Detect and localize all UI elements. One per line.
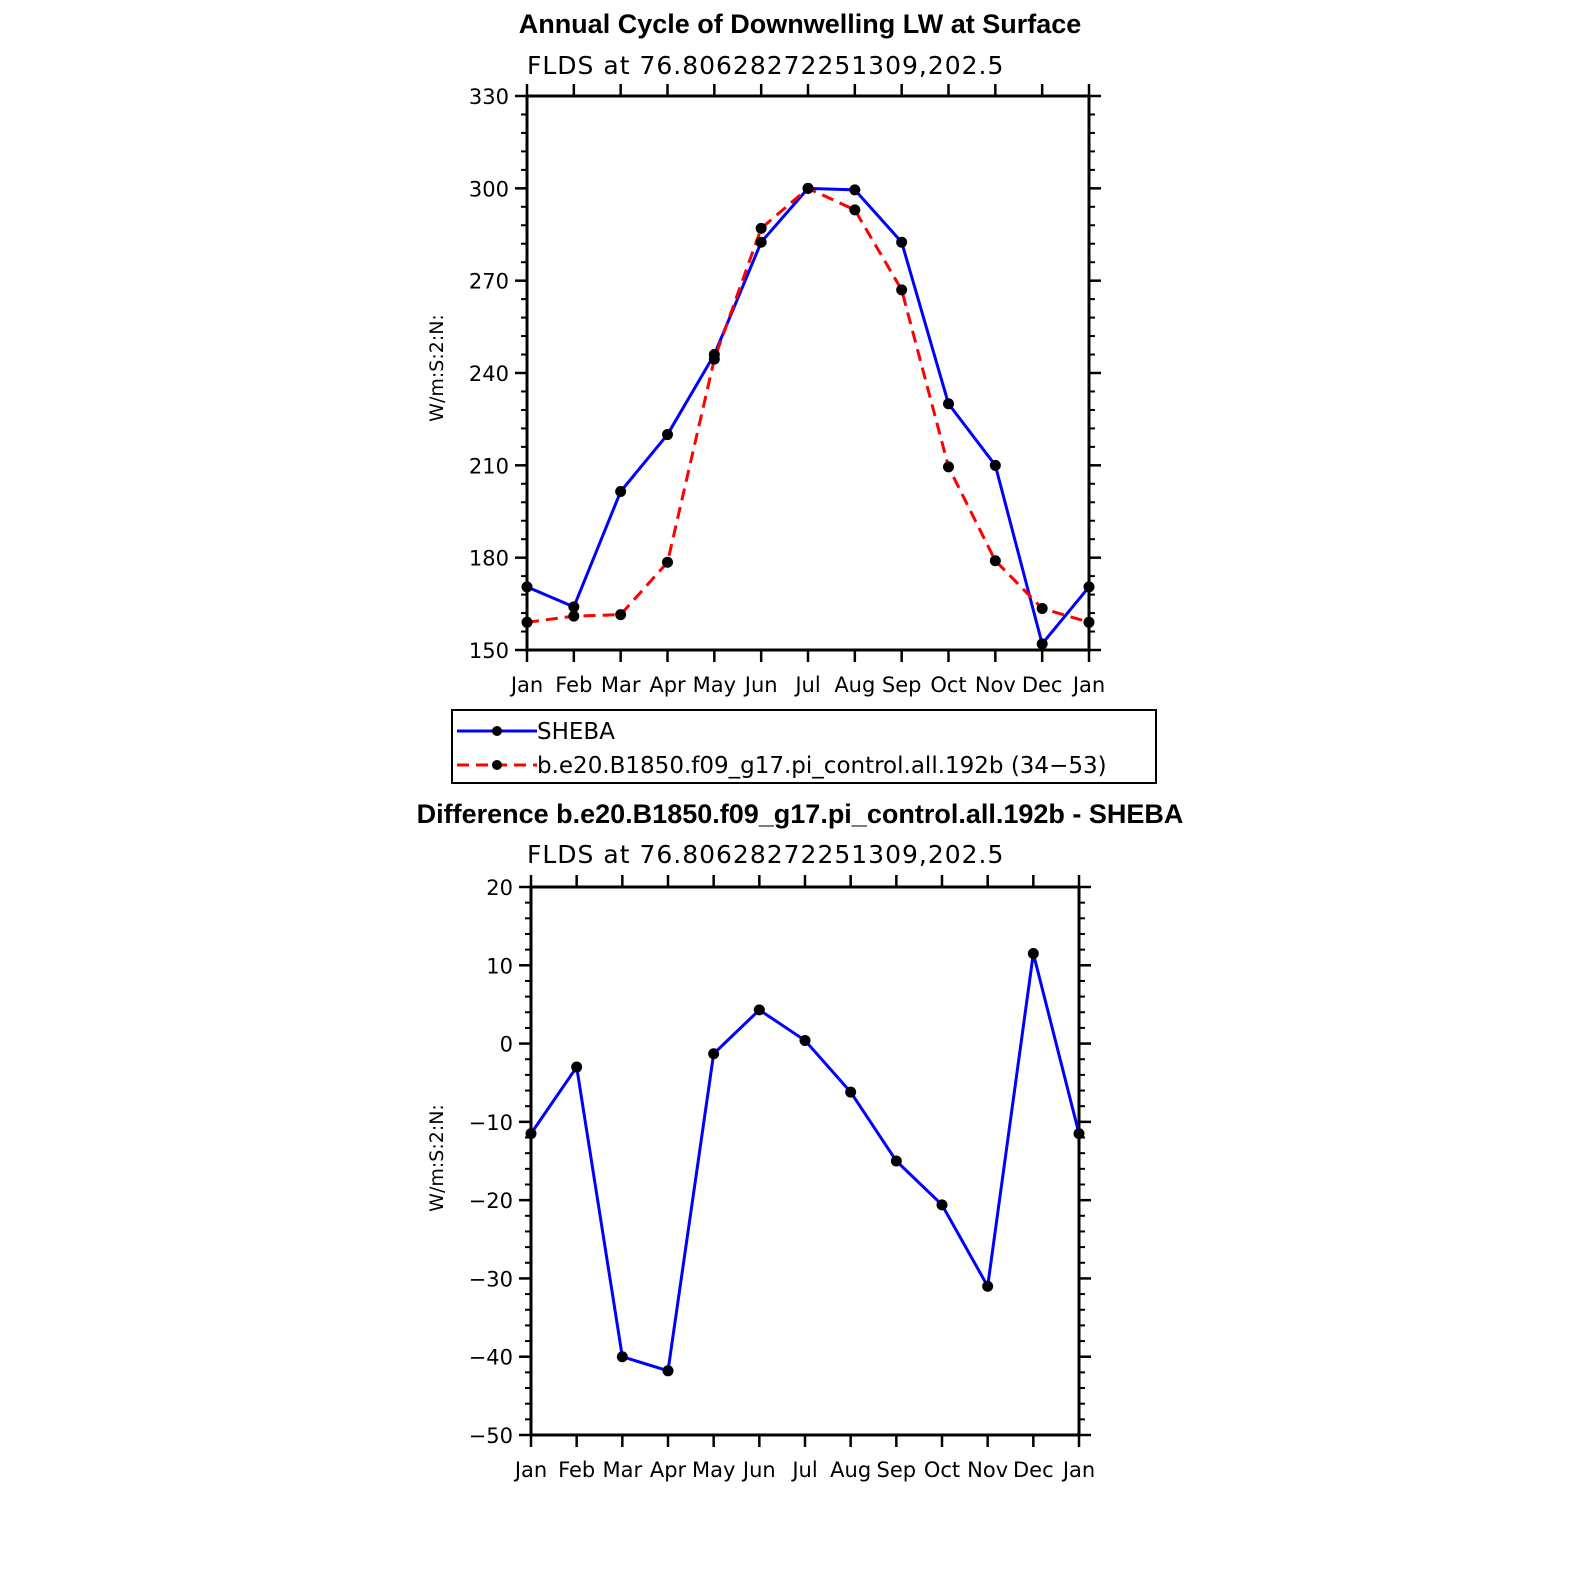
x-tick-label: Feb bbox=[555, 673, 592, 697]
y-tick-label: 240 bbox=[469, 362, 509, 386]
data-point-s0-10 bbox=[982, 1280, 994, 1292]
data-point-s1-7 bbox=[849, 204, 861, 216]
y-tick-label: 10 bbox=[486, 954, 513, 978]
data-point-s0-8 bbox=[896, 236, 908, 248]
bottom-chart-ylabel: W/m:S:2:N: bbox=[426, 1104, 448, 1212]
x-tick-label: May bbox=[693, 673, 736, 697]
plot-frame bbox=[525, 94, 1091, 652]
bottom-chart-subtitle: FLDS at 76.80628272251309,202.5 bbox=[527, 840, 1004, 869]
x-tick-label: Feb bbox=[558, 1458, 595, 1482]
x-tick-label: Aug bbox=[834, 673, 875, 697]
bottom-chart-title: Difference b.e20.B1850.f09_g17.pi_contro… bbox=[417, 799, 1184, 829]
legend-marker-model bbox=[492, 760, 502, 770]
x-tick-label: Oct bbox=[924, 1458, 960, 1482]
data-point-s1-12 bbox=[1083, 616, 1095, 628]
series-line-1 bbox=[526, 186, 1090, 624]
data-point-s1-11 bbox=[1036, 602, 1048, 614]
x-tick-label: Jan bbox=[513, 1458, 547, 1482]
y-tick-label: 180 bbox=[469, 547, 509, 571]
data-point-s1-8 bbox=[896, 284, 908, 296]
data-point-s0-12 bbox=[1083, 581, 1095, 593]
data-point-s0-0 bbox=[521, 581, 533, 593]
data-point-s0-8 bbox=[890, 1155, 902, 1167]
x-tick-label: Sep bbox=[882, 673, 922, 697]
plot-frame bbox=[529, 885, 1081, 1437]
legend: SHEBA b.e20.B1850.f09_g17.pi_control.all… bbox=[451, 709, 1157, 784]
x-tick-label: Nov bbox=[975, 673, 1016, 697]
y-tick-label: −20 bbox=[469, 1189, 513, 1213]
data-point-s1-9 bbox=[943, 461, 954, 473]
x-tick-label: Jul bbox=[793, 673, 820, 697]
top-chart-subtitle: FLDS at 76.80628272251309,202.5 bbox=[527, 51, 1004, 80]
x-tick-label: Jun bbox=[743, 673, 778, 697]
series-line-0 bbox=[526, 186, 1091, 646]
y-tick-label: −10 bbox=[469, 1111, 513, 1135]
data-point-s0-6 bbox=[799, 1034, 811, 1046]
x-tick-label: Oct bbox=[930, 673, 966, 697]
y-tick-label: −30 bbox=[469, 1267, 513, 1291]
data-point-s1-0 bbox=[521, 616, 533, 628]
data-point-s0-0 bbox=[525, 1128, 537, 1140]
data-point-s1-2 bbox=[615, 609, 627, 621]
legend-label-sheba: SHEBA bbox=[537, 719, 615, 745]
data-point-s0-11 bbox=[1036, 638, 1048, 650]
data-point-s0-2 bbox=[616, 1351, 628, 1363]
top-chart-ylabel: W/m:S:2:N: bbox=[426, 314, 448, 422]
data-point-s1-4 bbox=[708, 353, 720, 365]
data-point-s0-11 bbox=[1027, 948, 1039, 960]
x-tick-label: Dec bbox=[1022, 673, 1063, 697]
y-tick-label: 330 bbox=[469, 85, 509, 109]
legend-marker-sheba bbox=[492, 726, 502, 736]
data-point-s1-3 bbox=[662, 556, 673, 568]
data-point-s0-9 bbox=[943, 398, 954, 410]
x-tick-label: Dec bbox=[1013, 1458, 1054, 1482]
x-tick-label: Aug bbox=[830, 1458, 871, 1482]
legend-label-model: b.e20.B1850.f09_g17.pi_control.all.192b … bbox=[537, 753, 1107, 779]
data-point-s0-7 bbox=[845, 1086, 857, 1098]
y-tick-label: 210 bbox=[469, 454, 509, 478]
x-tick-label: Sep bbox=[877, 1458, 917, 1482]
x-tick-label: Mar bbox=[601, 673, 641, 697]
x-tick-label: Apr bbox=[649, 673, 686, 697]
data-point-s0-9 bbox=[936, 1199, 948, 1211]
x-tick-label: Apr bbox=[650, 1458, 687, 1482]
data-point-s0-12 bbox=[1073, 1128, 1085, 1140]
y-tick-label: 270 bbox=[469, 270, 509, 294]
legend-box bbox=[451, 709, 1157, 784]
data-point-s0-4 bbox=[708, 1048, 720, 1060]
data-point-s0-2 bbox=[615, 485, 627, 497]
data-point-s0-3 bbox=[662, 1365, 674, 1377]
data-point-s1-5 bbox=[755, 222, 767, 234]
y-tick-label: 150 bbox=[469, 639, 509, 663]
data-point-s0-1 bbox=[568, 601, 580, 613]
y-tick-label: 300 bbox=[469, 177, 509, 201]
data-point-s0-10 bbox=[989, 459, 1001, 471]
top-plot-area: 150 180 210 240 270 300 330 Jan Feb Mar Apr May Jun J… bbox=[469, 84, 1105, 697]
data-point-s0-5 bbox=[753, 1004, 765, 1016]
x-tick-label: Mar bbox=[603, 1458, 643, 1482]
data-point-s0-1 bbox=[571, 1061, 583, 1073]
x-tick-label: Jan bbox=[509, 673, 543, 697]
x-tick-label: Jun bbox=[741, 1458, 776, 1482]
y-tick-label: −40 bbox=[469, 1346, 513, 1370]
x-tick-label: Nov bbox=[967, 1458, 1008, 1482]
x-tick-label: Jul bbox=[790, 1458, 817, 1482]
data-point-s0-7 bbox=[849, 184, 861, 196]
y-tick-label: 20 bbox=[486, 876, 513, 900]
x-tick-label: Jan bbox=[1061, 1458, 1095, 1482]
top-chart-title: Annual Cycle of Downwelling LW at Surfac… bbox=[519, 9, 1082, 39]
data-point-s0-5 bbox=[755, 236, 767, 248]
y-tick-label: −50 bbox=[469, 1424, 513, 1448]
x-tick-label: Jan bbox=[1071, 673, 1105, 697]
data-point-s1-1 bbox=[568, 610, 580, 622]
data-point-s1-10 bbox=[989, 555, 1001, 567]
data-point-s0-3 bbox=[662, 429, 673, 441]
series-line-0 bbox=[529, 952, 1081, 1373]
y-tick-label: 0 bbox=[500, 1033, 513, 1057]
bottom-plot-area: −50 −40 −30 −20 −10 0 10 20 Jan Feb Mar Apr May Jun Ju… bbox=[469, 875, 1095, 1482]
x-tick-label: May bbox=[692, 1458, 735, 1482]
data-point-s1-6 bbox=[802, 182, 814, 194]
